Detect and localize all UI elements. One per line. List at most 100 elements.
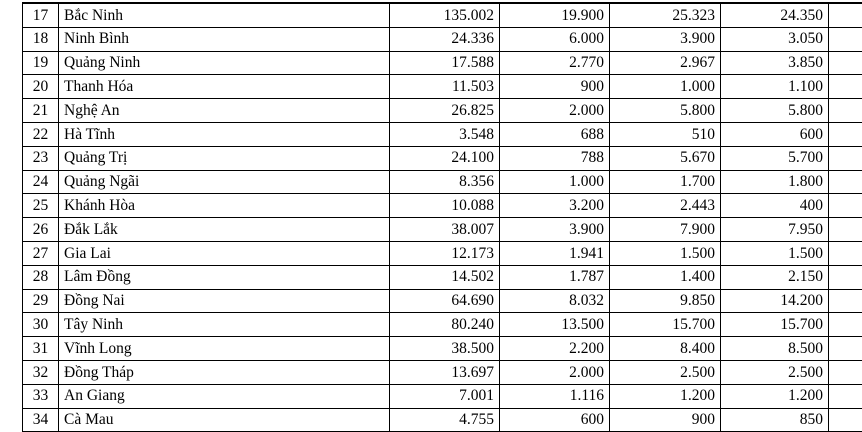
cell-value-4: 5.800 xyxy=(721,99,829,123)
cell-value-5: 2.800 xyxy=(829,51,862,75)
cell-value-1: 14.502 xyxy=(390,265,500,289)
cell-value-5: 5.900 xyxy=(829,99,862,123)
cell-value-5: 1.200 xyxy=(829,384,862,408)
cell-value-2: 3.900 xyxy=(500,218,610,242)
cell-index: 25 xyxy=(23,194,59,218)
cell-province-name: Lâm Đồng xyxy=(59,265,390,289)
cell-index: 17 xyxy=(23,3,59,27)
cell-value-3: 15.700 xyxy=(610,313,721,337)
cell-index: 18 xyxy=(23,27,59,51)
cell-value-2: 1.116 xyxy=(500,384,610,408)
cell-index: 20 xyxy=(23,75,59,99)
cell-index: 33 xyxy=(23,384,59,408)
cell-value-2: 1.000 xyxy=(500,170,610,194)
cell-value-3: 9.850 xyxy=(610,289,721,313)
cell-index: 32 xyxy=(23,360,59,384)
cell-value-4: 600 xyxy=(721,122,829,146)
cell-value-4: 7.950 xyxy=(721,218,829,242)
cell-value-3: 5.800 xyxy=(610,99,721,123)
cell-value-2: 3.200 xyxy=(500,194,610,218)
cell-value-1: 7.001 xyxy=(390,384,500,408)
cell-index: 30 xyxy=(23,313,59,337)
cell-value-3: 2.967 xyxy=(610,51,721,75)
cell-province-name: Đồng Nai xyxy=(59,289,390,313)
cell-value-2: 2.000 xyxy=(500,360,610,384)
cell-value-3: 1.700 xyxy=(610,170,721,194)
cell-province-name: Nghệ An xyxy=(59,99,390,123)
cell-value-2: 1.941 xyxy=(500,241,610,265)
cell-index: 21 xyxy=(23,99,59,123)
cell-index: 24 xyxy=(23,170,59,194)
cell-value-4: 2.500 xyxy=(721,360,829,384)
cell-province-name: An Giang xyxy=(59,384,390,408)
cell-value-3: 2.500 xyxy=(610,360,721,384)
cell-value-5: 15.800 xyxy=(829,313,862,337)
cell-value-3: 900 xyxy=(610,408,721,432)
cell-province-name: Ninh Bình xyxy=(59,27,390,51)
cell-province-name: Cà Mau xyxy=(59,408,390,432)
cell-value-4: 14.200 xyxy=(721,289,829,313)
cell-index: 27 xyxy=(23,241,59,265)
cell-province-name: Hà Tĩnh xyxy=(59,122,390,146)
cell-value-4: 5.700 xyxy=(721,146,829,170)
cell-value-1: 4.755 xyxy=(390,408,500,432)
cell-value-4: 850 xyxy=(721,408,829,432)
cell-value-5: 900 xyxy=(829,408,862,432)
cell-value-1: 11.503 xyxy=(390,75,500,99)
cell-value-5: 8.500 xyxy=(829,337,862,361)
cell-value-1: 17.588 xyxy=(390,51,500,75)
cell-value-4: 1.100 xyxy=(721,75,829,99)
cell-value-4: 3.050 xyxy=(721,27,829,51)
cell-value-1: 64.690 xyxy=(390,289,500,313)
cell-value-5: 24.600 xyxy=(829,3,862,27)
cell-value-5: 1.800 xyxy=(829,170,862,194)
cell-value-4: 2.150 xyxy=(721,265,829,289)
cell-value-1: 24.100 xyxy=(390,146,500,170)
cell-value-3: 2.443 xyxy=(610,194,721,218)
cell-value-5: 14.200 xyxy=(829,289,862,313)
cell-value-5: 2.150 xyxy=(829,265,862,289)
cell-index: 31 xyxy=(23,337,59,361)
cell-index: 26 xyxy=(23,218,59,242)
cell-value-4: 1.500 xyxy=(721,241,829,265)
cell-value-4: 3.850 xyxy=(721,51,829,75)
cell-value-2: 600 xyxy=(500,408,610,432)
cell-value-1: 3.548 xyxy=(390,122,500,146)
cell-province-name: Bắc Ninh xyxy=(59,3,390,27)
cell-value-2: 2.200 xyxy=(500,337,610,361)
cell-value-1: 10.088 xyxy=(390,194,500,218)
cell-index: 19 xyxy=(23,51,59,75)
cell-province-name: Đắk Lắk xyxy=(59,218,390,242)
cell-value-5: 5.700 xyxy=(829,146,862,170)
cell-value-5: 1.150 xyxy=(829,75,862,99)
cell-value-3: 3.900 xyxy=(610,27,721,51)
cell-value-4: 1.800 xyxy=(721,170,829,194)
cell-province-name: Vĩnh Long xyxy=(59,337,390,361)
cell-index: 23 xyxy=(23,146,59,170)
cell-value-2: 8.032 xyxy=(500,289,610,313)
cell-index: 22 xyxy=(23,122,59,146)
cell-value-3: 1.400 xyxy=(610,265,721,289)
cell-value-2: 6.000 xyxy=(500,27,610,51)
cell-value-4: 15.700 xyxy=(721,313,829,337)
cell-value-2: 788 xyxy=(500,146,610,170)
cell-value-3: 25.323 xyxy=(610,3,721,27)
cell-value-5: 800 xyxy=(829,122,862,146)
